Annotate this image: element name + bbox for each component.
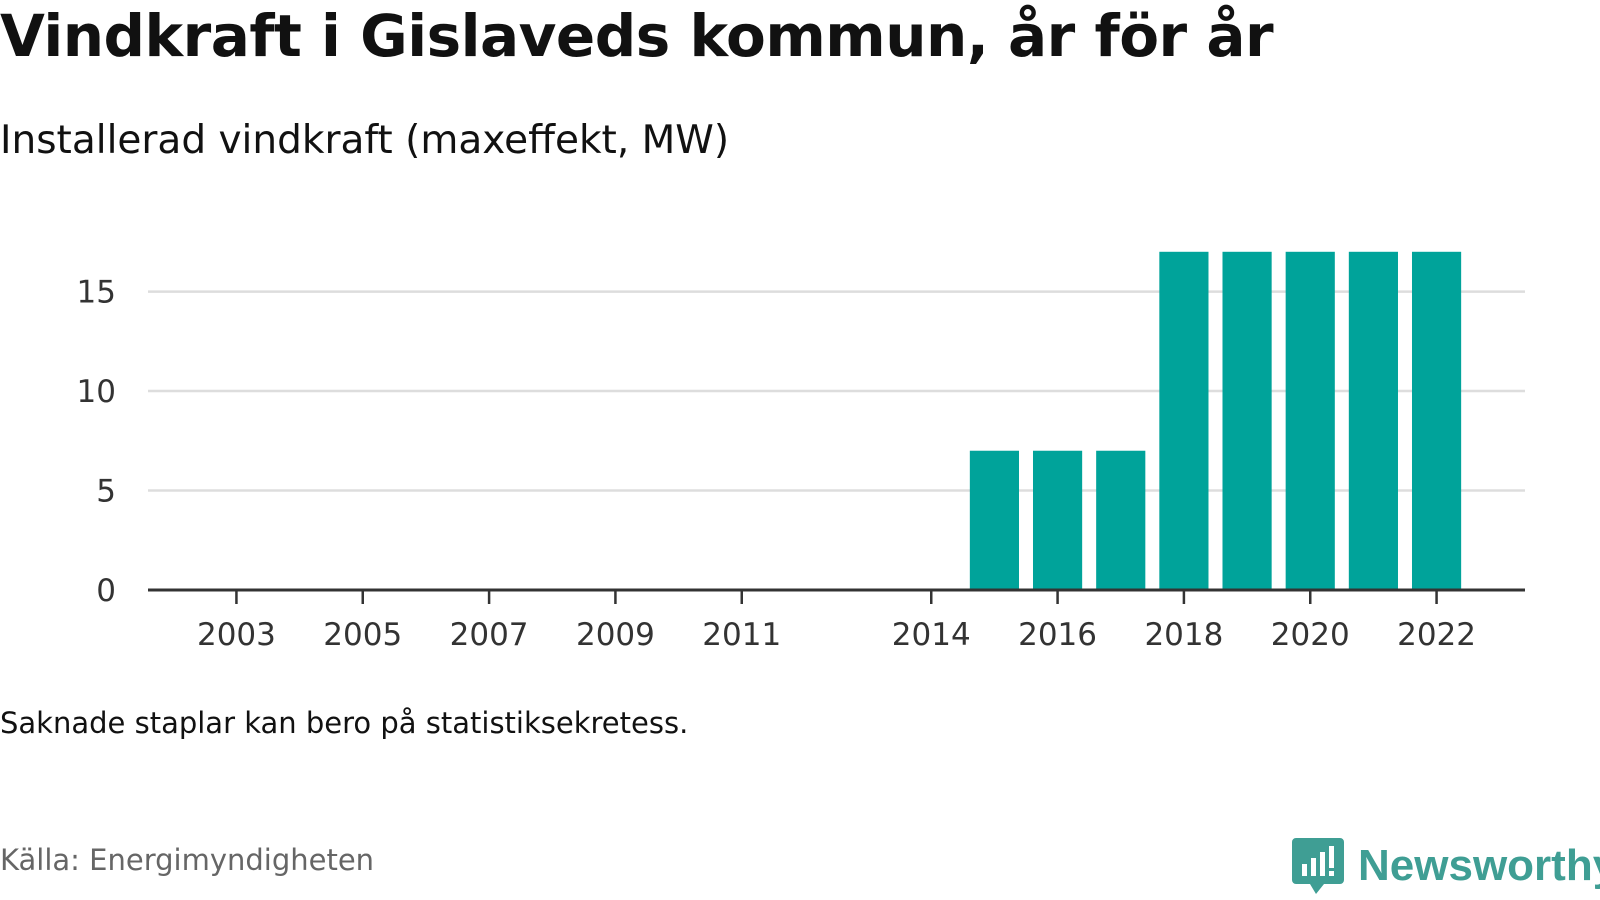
- x-tick-label: 2016: [1018, 617, 1097, 653]
- y-tick-label: 5: [96, 474, 116, 510]
- footnote: Saknade staplar kan bero på statistiksek…: [0, 706, 689, 740]
- source-note: Källa: Energimyndigheten: [0, 843, 375, 877]
- bar: [1222, 251, 1272, 590]
- bar: [1032, 450, 1083, 590]
- x-tick-label: 2014: [892, 617, 971, 653]
- x-tick-label: 2018: [1144, 617, 1223, 653]
- x-tick-label: 2011: [702, 617, 781, 653]
- bar-chart: 0 5 10 15 2003 2005 2007 2009 2011 2014 2016 2018 20…: [77, 251, 1525, 653]
- x-tick-label: 2020: [1271, 617, 1350, 653]
- bar: [1348, 251, 1398, 590]
- y-tick-label: 0: [96, 573, 116, 609]
- chart-subtitle: Installerad vindkraft (maxeffekt, MW): [0, 118, 730, 163]
- bar: [1096, 450, 1146, 590]
- bar: [1285, 251, 1335, 590]
- bar: [1411, 251, 1462, 590]
- x-tick-label: 2007: [450, 617, 529, 653]
- y-tick-label: 15: [77, 275, 116, 311]
- bars: [969, 251, 1462, 590]
- x-tick-label: 2009: [576, 617, 655, 653]
- newsworthy-brand[interactable]: Newsworthy: [1292, 838, 1600, 894]
- axes: 0 5 10 15 2003 2005 2007 2009 2011 2014 2016 2018 20…: [77, 275, 1525, 653]
- x-tick-label: 2003: [197, 617, 276, 653]
- x-tick-label: 2022: [1397, 617, 1476, 653]
- chart-title: Vindkraft i Gislaveds kommun, år för år: [0, 2, 1274, 70]
- bar: [1159, 251, 1209, 590]
- y-tick-label: 10: [77, 374, 116, 410]
- newsworthy-logo-icon: [1292, 838, 1344, 894]
- brand-name: Newsworthy: [1358, 841, 1600, 890]
- x-tick-label: 2005: [323, 617, 402, 653]
- bar: [969, 450, 1019, 590]
